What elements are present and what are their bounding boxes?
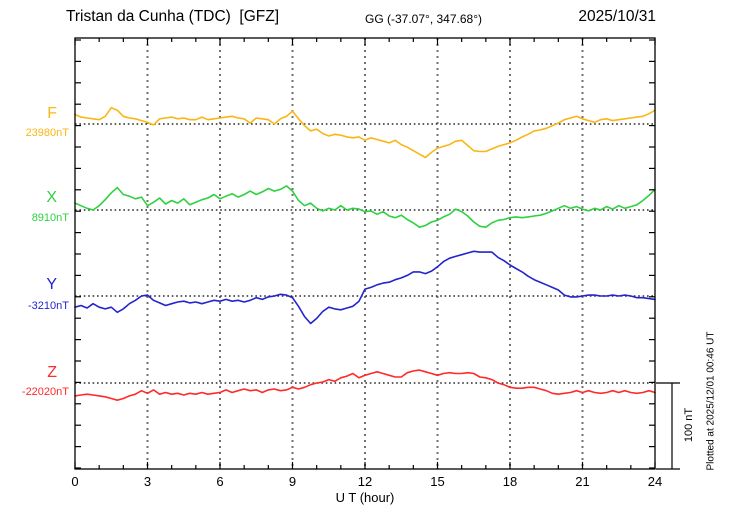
component-label-F: F — [47, 105, 57, 122]
component-baseline-Y: -3210nT — [28, 300, 69, 312]
x-tick-label-9: 9 — [288, 474, 297, 489]
x-tick-label-6: 6 — [216, 474, 224, 489]
x-tick-label-15: 15 — [430, 474, 445, 489]
x-tick-label-3: 3 — [143, 474, 152, 489]
trace-X — [74, 185, 656, 228]
trace-F — [74, 106, 656, 159]
x-tick-label-12: 12 — [357, 474, 373, 489]
component-baseline-X: 8910nT — [31, 212, 69, 224]
observation-date: 2025/10/31 — [578, 8, 656, 25]
x-tick-label-24: 24 — [647, 474, 663, 489]
scale-bar-label: 100 nT — [683, 407, 695, 443]
station-title: Tristan da Cunha (TDC) [GFZ] — [66, 8, 280, 25]
x-axis-label: U T (hour) — [335, 490, 395, 505]
trace-Y — [74, 250, 656, 325]
plotted-timestamp: Plotted at 2025/12/01 00:46 UT — [705, 331, 717, 471]
geographic-coordinates: GG (-37.07°, 347.68°) — [365, 12, 482, 26]
x-tick-label-18: 18 — [502, 474, 518, 489]
trace-Z — [74, 369, 656, 402]
component-baseline-F: 23980nT — [25, 127, 69, 139]
component-label-Z: Z — [47, 364, 57, 381]
component-label-Y: Y — [46, 276, 57, 293]
component-label-X: X — [46, 189, 57, 206]
component-baseline-Z: -22020nT — [21, 386, 69, 398]
x-tick-label-0: 0 — [71, 474, 79, 489]
x-tick-label-21: 21 — [575, 474, 590, 489]
